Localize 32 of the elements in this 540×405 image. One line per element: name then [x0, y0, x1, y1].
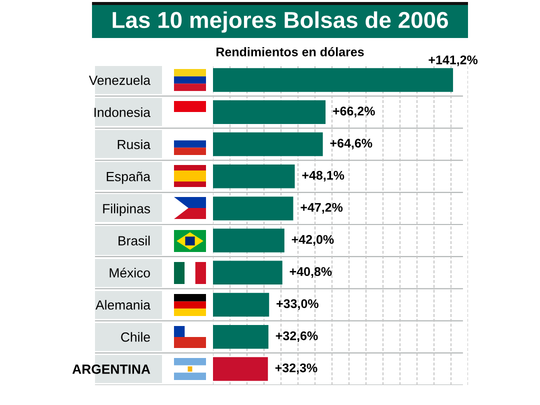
y-tick-label: Venezuela: [88, 75, 151, 85]
data-label: +64,6%: [330, 138, 372, 150]
data-label: +66,2%: [333, 106, 375, 118]
bar: [213, 260, 282, 285]
bar: [213, 68, 454, 92]
data-label: +32,6%: [276, 331, 318, 342]
bar: [213, 100, 326, 124]
chart-title: Las 10 mejores Bolsas de 2006: [112, 11, 448, 33]
data-label: +47,2%: [300, 202, 343, 214]
data-label: +48,1%: [302, 170, 344, 182]
y-tick-label: España: [106, 172, 150, 184]
bar: [213, 292, 270, 317]
data-label: +33,0%: [276, 299, 318, 310]
y-tick-label: Indonesia: [94, 107, 151, 118]
bar: [213, 228, 284, 252]
bar: [213, 357, 268, 381]
y-tick-label: Chile: [121, 332, 150, 342]
bar: [213, 324, 268, 349]
data-label: +40,8%: [290, 267, 332, 278]
bar: [213, 164, 295, 188]
bar: [213, 132, 323, 156]
y-tick-label: Alemania: [96, 300, 150, 310]
y-tick-label: Rusia: [118, 139, 150, 150]
y-tick-label: México: [110, 268, 150, 278]
y-tick-label: ARGENTINA: [72, 364, 150, 374]
data-label: +42,0%: [292, 235, 334, 246]
chart-subtitle: Rendimientos en dólares: [216, 47, 364, 56]
y-tick-label: Filipinas: [103, 204, 150, 216]
y-tick-label: Brasil: [118, 236, 150, 246]
bar: [213, 196, 294, 220]
data-label: +32,3%: [275, 363, 318, 374]
data-label: +141,2%: [428, 55, 478, 66]
